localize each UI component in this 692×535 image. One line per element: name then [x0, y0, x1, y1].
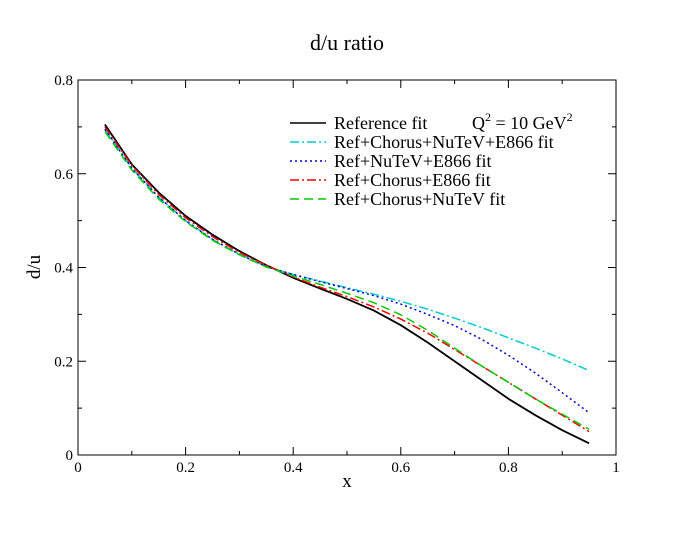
series-line-4 [104, 131, 590, 430]
x-tick-label: 0.4 [284, 460, 303, 476]
legend-label-0: Reference fit [334, 113, 427, 133]
y-tick-label: 0.2 [54, 354, 73, 370]
y-tick-label: 0.4 [54, 261, 73, 277]
y-tick-label: 0 [66, 448, 74, 464]
legend-label-1: Ref+Chorus+NuTeV+E866 fit [334, 132, 554, 152]
legend-label-3: Ref+Chorus+E866 fit [334, 170, 491, 190]
y-axis-label: d/u [24, 254, 45, 279]
series-line-1 [104, 128, 590, 372]
y-tick-label: 0.6 [54, 167, 73, 183]
chart-title: d/u ratio [310, 30, 384, 55]
y-tick-label: 0.8 [54, 73, 73, 89]
q2-annotation: Q2 = 10 GeV2 [472, 110, 573, 133]
x-tick-label: 0.8 [499, 460, 518, 476]
x-tick-label: 0 [74, 460, 82, 476]
x-tick-label: 0.6 [391, 460, 410, 476]
legend-label-4: Ref+Chorus+NuTeV fit [334, 189, 505, 209]
x-tick-label: 1 [612, 460, 620, 476]
x-axis-label: x [342, 471, 352, 492]
series-line-0 [104, 123, 590, 445]
x-tick-label: 0.2 [176, 460, 195, 476]
series-line-3 [104, 126, 590, 433]
legend-label-2: Ref+NuTeV+E866 fit [334, 151, 492, 171]
